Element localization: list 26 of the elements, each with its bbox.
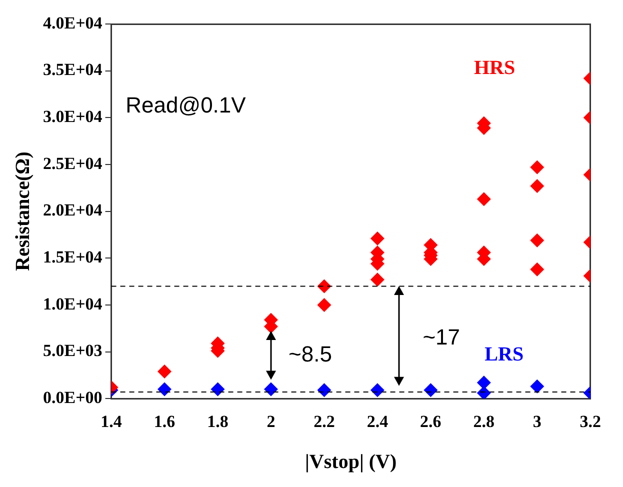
x-tick-label: 1.4 <box>100 412 122 432</box>
y-tick-label: 4.0E+04 <box>42 13 103 32</box>
series-label: LRS <box>484 344 524 366</box>
y-tick-label: 5.0E+03 <box>42 341 102 360</box>
series-label: HRS <box>474 57 516 80</box>
y-tick-label: 3.0E+04 <box>42 107 103 126</box>
x-tick-label: 3.2 <box>580 412 601 432</box>
y-tick-label: 3.5E+04 <box>42 60 103 80</box>
y-tick-label: 2.0E+04 <box>42 200 103 220</box>
y-axis-title: Resistance(Ω) <box>12 152 34 271</box>
y-tick-label: 0.0E+00 <box>42 388 102 407</box>
y-tick-label: 2.5E+04 <box>42 154 103 173</box>
x-tick-label: 2.6 <box>420 412 442 432</box>
y-tick-label: 1.5E+04 <box>42 248 103 267</box>
x-tick-label: 2.2 <box>314 412 335 432</box>
x-tick-label: 2.4 <box>366 412 389 432</box>
y-tick-label: 1.0E+04 <box>42 294 103 314</box>
annotation: ~8.5 <box>288 342 332 367</box>
annotation: Read@0.1V <box>126 92 246 118</box>
annotation: ~17 <box>422 324 460 350</box>
x-axis-title: |Vstop| (V) <box>305 451 397 474</box>
x-tick-label: 3 <box>532 412 542 432</box>
x-tick-label: 1.6 <box>154 412 176 432</box>
x-tick-label: 1.8 <box>207 412 228 432</box>
x-tick-label: 2.8 <box>473 412 495 432</box>
x-tick-label: 2 <box>266 412 276 432</box>
